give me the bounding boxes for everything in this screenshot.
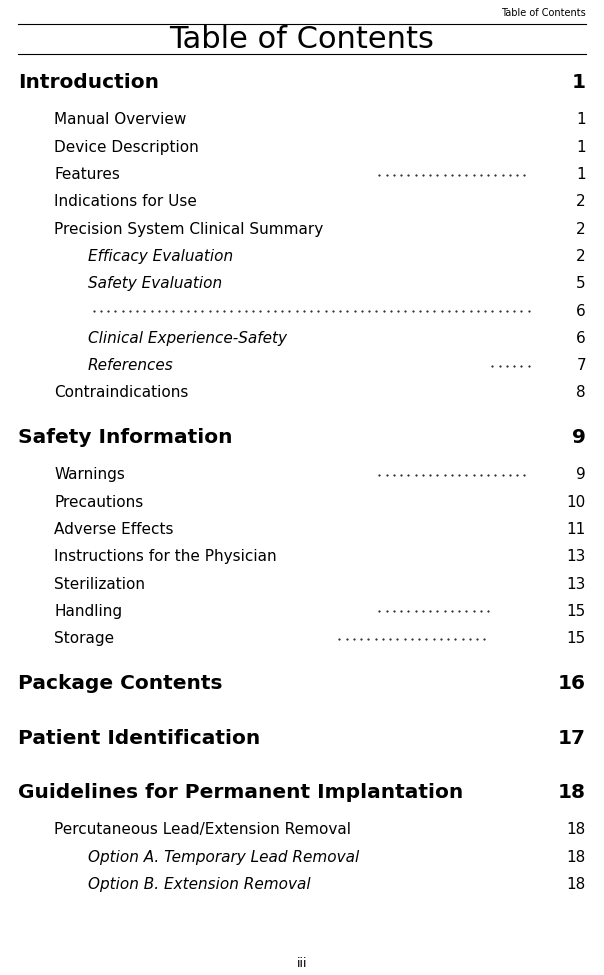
Text: Introduction: Introduction <box>18 73 159 93</box>
Text: Table of Contents: Table of Contents <box>501 8 586 18</box>
Text: 1: 1 <box>576 139 586 155</box>
Text: 8: 8 <box>576 385 586 401</box>
Text: Sterilization: Sterilization <box>54 576 146 592</box>
Text: Storage: Storage <box>54 631 115 646</box>
Text: Device Description: Device Description <box>54 139 199 155</box>
Text: 2: 2 <box>576 221 586 237</box>
Text: Clinical Experience-Safety: Clinical Experience-Safety <box>88 331 286 346</box>
Text: 1: 1 <box>576 167 586 182</box>
Text: 7: 7 <box>576 358 586 373</box>
Text: Package Contents: Package Contents <box>18 674 223 693</box>
Text: Option B. Extension Removal: Option B. Extension Removal <box>88 877 310 892</box>
Text: 10: 10 <box>567 494 586 510</box>
Text: 17: 17 <box>558 728 586 748</box>
Text: 6: 6 <box>576 303 586 319</box>
Text: 18: 18 <box>558 783 586 802</box>
Text: 18: 18 <box>567 877 586 892</box>
Text: 11: 11 <box>567 522 586 537</box>
Text: 2: 2 <box>576 249 586 264</box>
Text: 18: 18 <box>567 849 586 865</box>
Text: Guidelines for Permanent Implantation: Guidelines for Permanent Implantation <box>18 783 463 802</box>
Text: 9: 9 <box>572 428 586 448</box>
Text: 15: 15 <box>567 604 586 619</box>
Text: Safety Evaluation: Safety Evaluation <box>88 276 222 292</box>
Text: 18: 18 <box>567 822 586 838</box>
Text: 13: 13 <box>567 576 586 592</box>
Text: 6: 6 <box>576 331 586 346</box>
Text: Table of Contents: Table of Contents <box>170 24 434 54</box>
Text: Handling: Handling <box>54 604 123 619</box>
Text: Option A. Temporary Lead Removal: Option A. Temporary Lead Removal <box>88 849 359 865</box>
Text: iii: iii <box>297 956 307 970</box>
Text: Manual Overview: Manual Overview <box>54 112 187 128</box>
Text: Precautions: Precautions <box>54 494 144 510</box>
Text: Precision System Clinical Summary: Precision System Clinical Summary <box>54 221 324 237</box>
Text: 13: 13 <box>567 549 586 565</box>
Text: 16: 16 <box>558 674 586 693</box>
Text: Safety Information: Safety Information <box>18 428 233 448</box>
Text: Warnings: Warnings <box>54 467 125 483</box>
Text: 5: 5 <box>576 276 586 292</box>
Text: Percutaneous Lead/Extension Removal: Percutaneous Lead/Extension Removal <box>54 822 352 838</box>
Text: 2: 2 <box>576 194 586 210</box>
Text: 1: 1 <box>572 73 586 93</box>
Text: Instructions for the Physician: Instructions for the Physician <box>54 549 277 565</box>
Text: References: References <box>88 358 173 373</box>
Text: Indications for Use: Indications for Use <box>54 194 198 210</box>
Text: Efficacy Evaluation: Efficacy Evaluation <box>88 249 233 264</box>
Text: 15: 15 <box>567 631 586 646</box>
Text: 9: 9 <box>576 467 586 483</box>
Text: Adverse Effects: Adverse Effects <box>54 522 174 537</box>
Text: Features: Features <box>54 167 120 182</box>
Text: Contraindications: Contraindications <box>54 385 188 401</box>
Text: Patient Identification: Patient Identification <box>18 728 260 748</box>
Text: 1: 1 <box>576 112 586 128</box>
